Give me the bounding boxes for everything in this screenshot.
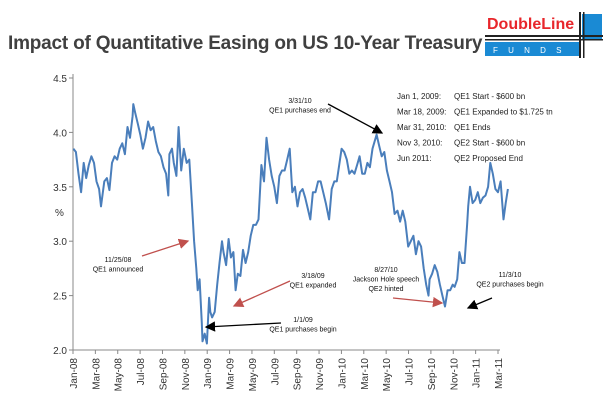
annotation-arrow — [466, 297, 493, 310]
annotation-arrow — [204, 321, 282, 332]
annotation-text: Jackson Hole speech — [353, 277, 420, 284]
x-tick-label: May-09 — [248, 358, 259, 392]
annotation-date: 1/1/09 — [293, 317, 313, 324]
logo-line-4 — [583, 12, 585, 58]
y-tick-label: 2.0 — [53, 346, 67, 357]
qe-timeline-legend: Jan 1, 2009: QE1 Start - $600 bn Mar 18, 2… — [397, 92, 553, 163]
annotation-arrow — [141, 238, 190, 257]
logo-sub-text: F U N D S — [493, 46, 565, 55]
x-tick-label: Mar-11 — [494, 358, 505, 389]
annotation-arrow — [232, 280, 291, 308]
logo-line-1 — [485, 35, 603, 37]
logo-line-2 — [485, 39, 603, 41]
yield-series-line — [72, 103, 509, 345]
x-tick-label: Mar-09 — [226, 358, 237, 390]
y-tick-label: 2.5 — [53, 292, 67, 303]
x-tick-label: Mar-10 — [360, 358, 371, 390]
y-tick-label: 4.0 — [53, 128, 67, 139]
legend-event: QE2 Proposed End — [454, 154, 523, 163]
annotation-date: 11/3/10 — [499, 272, 522, 279]
legend-event: QE1 Start - $600 bn — [454, 92, 525, 101]
legend-date: Mar 18, 2009: — [397, 108, 446, 117]
annotation-text: QE1 announced — [93, 267, 144, 274]
x-tick-label: Nov-10 — [449, 358, 460, 391]
x-tick-label: Jul-10 — [405, 358, 416, 386]
x-tick-label: Nov-09 — [315, 358, 326, 391]
legend-event: QE1 Expanded to $1.725 tn — [454, 108, 553, 117]
legend-date: Jan 1, 2009: — [397, 92, 441, 101]
y-tick-label: 4.5 — [53, 74, 67, 85]
legend-date: Jun 2011: — [397, 154, 432, 163]
logo-blue-bar — [485, 42, 581, 56]
logo-blue-block — [582, 14, 602, 40]
annotations: 11/25/08 QE1 announced 3/18/09 QE1 expanded… — [93, 98, 544, 334]
logo-brand-text: DoubleLine — [487, 16, 574, 33]
legend-date: Mar 31, 2010: — [397, 123, 446, 132]
annotation-date: 3/31/10 — [288, 98, 311, 105]
x-tick-label: Sep-09 — [293, 358, 304, 391]
legend-date: Nov 3, 2010: — [397, 139, 442, 148]
x-tick-label: May-10 — [382, 358, 393, 392]
x-tick-label: May-08 — [114, 358, 125, 392]
legend-event: QE2 Start - $600 bn — [454, 139, 525, 148]
annotation-date: 3/18/09 — [301, 273, 324, 280]
x-tick-label: Jan-10 — [337, 358, 348, 389]
annotation-text: QE1 purchases begin — [269, 327, 336, 334]
x-tick-label: Sep-08 — [158, 358, 169, 391]
x-tick-label: Jan-11 — [472, 358, 483, 388]
axes: 2.0 2.5 3.0 3.5 4.0 4.5 Jan-08 Mar-08 May-08 Jul-… — [53, 74, 505, 391]
x-tick-label: Jul-09 — [270, 358, 281, 386]
x-tick-label: Jan-09 — [203, 358, 214, 389]
x-tick-label: Mar-08 — [91, 358, 102, 390]
x-tick-label: Sep-10 — [427, 358, 438, 391]
y-axis-label: % — [55, 208, 64, 219]
y-tick-label: 3.0 — [53, 237, 67, 248]
annotation-text: QE2 purchases begin — [476, 282, 543, 289]
y-tick-label: 3.5 — [53, 183, 67, 194]
annotation-date: 11/25/08 — [105, 257, 132, 264]
annotation-arrow — [327, 103, 384, 134]
x-tick-label: Jan-08 — [69, 358, 80, 389]
doubleline-logo: DoubleLine F U N D S — [485, 12, 603, 58]
annotation-text: QE1 expanded — [290, 283, 337, 290]
annotation-text: QE1 purchases end — [269, 108, 331, 115]
legend-event: QE1 Ends — [454, 123, 490, 132]
page-title: Impact of Quantitative Easing on US 10-Y… — [8, 33, 483, 54]
annotation-date: 8/27/10 — [374, 267, 397, 274]
logo-line-3 — [579, 12, 581, 58]
annotation-text-2: QE2 hinted — [368, 286, 403, 293]
x-tick-label: Jul-08 — [136, 358, 147, 386]
x-tick-label: Nov-08 — [181, 358, 192, 391]
annotation-arrow — [392, 296, 444, 308]
